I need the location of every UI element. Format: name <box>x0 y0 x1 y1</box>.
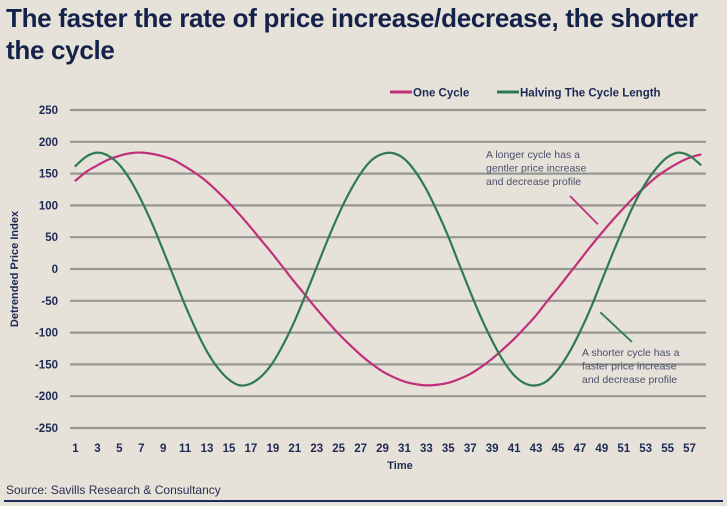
x-tick-label: 7 <box>138 443 144 455</box>
x-tick-label: 29 <box>376 443 389 455</box>
x-tick-label: 51 <box>617 443 630 455</box>
y-axis-ticks: 250 200 150 100 50 0 -50 -100 -150 -200 -250 <box>35 105 58 435</box>
series-line-one-cycle <box>74 151 702 387</box>
x-tick-label: 55 <box>661 443 674 455</box>
annotation-text-shorter-cycle: and decrease profile <box>582 374 677 386</box>
annotation-text-longer-cycle: and decrease profile <box>486 176 581 188</box>
x-tick-label: 3 <box>94 443 100 455</box>
source-note: Source: Savills Research & Consultancy <box>6 483 221 497</box>
series-line-halving-the-cycle-length <box>74 151 702 387</box>
series-lines <box>74 151 702 387</box>
legend: One Cycle Halving The Cycle Length <box>390 88 661 100</box>
x-tick-label: 5 <box>116 443 123 455</box>
gridlines <box>70 108 706 430</box>
x-tick-label: 13 <box>201 443 214 455</box>
y-tick-label: -150 <box>35 359 58 371</box>
y-tick-label: -50 <box>41 296 58 308</box>
y-tick-label: 50 <box>45 232 58 244</box>
x-tick-label: 35 <box>442 443 455 455</box>
x-tick-label: 43 <box>530 443 543 455</box>
x-tick-label: 11 <box>179 443 192 455</box>
x-tick-label: 1 <box>72 443 79 455</box>
y-tick-label: -250 <box>35 423 58 435</box>
x-tick-label: 21 <box>288 443 301 455</box>
source-divider <box>4 500 723 502</box>
annotation-text-longer-cycle: A longer cycle has a <box>486 149 580 161</box>
x-tick-label: 23 <box>310 443 323 455</box>
y-tick-label: 250 <box>39 105 58 117</box>
annotation-text-shorter-cycle: faster price increase <box>582 361 677 373</box>
x-tick-label: 53 <box>639 443 652 455</box>
legend-label: Halving The Cycle Length <box>520 88 661 100</box>
x-tick-label: 17 <box>245 443 258 455</box>
annotation-arrow-shorter-cycle <box>599 311 633 343</box>
x-tick-label: 49 <box>595 443 608 455</box>
x-tick-label: 31 <box>398 443 411 455</box>
annotation-arrow-longer-cycle <box>569 195 599 225</box>
x-tick-label: 45 <box>552 443 565 455</box>
chart-title: The faster the rate of price increase/de… <box>6 3 698 65</box>
y-tick-label: 200 <box>39 137 58 149</box>
y-tick-label: 100 <box>39 200 58 212</box>
x-tick-label: 25 <box>332 443 345 455</box>
x-axis-label: Time <box>387 460 412 472</box>
y-tick-label: 150 <box>39 169 58 181</box>
x-tick-label: 37 <box>464 443 477 455</box>
y-tick-label: 0 <box>52 264 58 276</box>
x-tick-label: 33 <box>420 443 433 455</box>
x-tick-label: 27 <box>354 443 367 455</box>
y-tick-label: -200 <box>35 391 58 403</box>
x-tick-label: 19 <box>266 443 279 455</box>
legend-label: One Cycle <box>413 88 469 100</box>
x-tick-label: 47 <box>573 443 586 455</box>
annotation-text-longer-cycle: gentler price increase <box>486 163 587 175</box>
x-tick-label: 57 <box>683 443 696 455</box>
annotation-text-shorter-cycle: A shorter cycle has a <box>582 347 680 359</box>
y-tick-label: -100 <box>35 328 58 340</box>
y-axis-label: Detrended Price Index <box>9 210 21 327</box>
x-axis-ticks: 1 3 5 7 9 11 13 15 17 19 21 23 25 27 29 31 33 35 37 39 41 43 4… <box>72 443 696 455</box>
annotations: A longer cycle has a gentler price increa… <box>486 149 680 386</box>
x-tick-label: 9 <box>160 443 166 455</box>
x-tick-label: 15 <box>223 443 236 455</box>
x-tick-label: 41 <box>508 443 521 455</box>
x-tick-label: 39 <box>486 443 499 455</box>
